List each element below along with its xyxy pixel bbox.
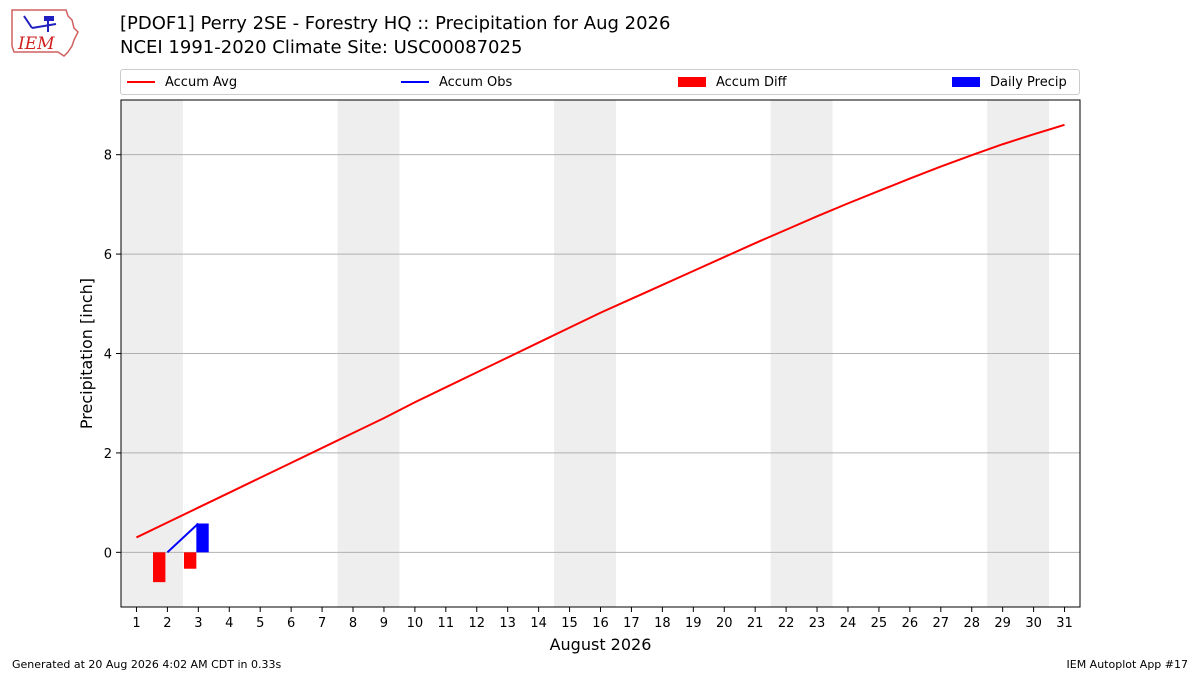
x-tick-label-5: 5 [256, 616, 264, 631]
title-line-2: NCEI 1991-2020 Climate Site: USC00087025 [120, 37, 523, 58]
footer-app: IEM Autoplot App #17 [1066, 658, 1189, 671]
accum-avg-line [136, 123, 1065, 539]
x-tick-label-31: 31 [1056, 616, 1073, 631]
bar-marks [153, 523, 209, 583]
accum-obs-line [166, 522, 200, 554]
y-tick-label-8: 8 [104, 149, 112, 164]
x-tick-label-10: 10 [407, 616, 424, 631]
title-line-1: [PDOF1] Perry 2SE - Forestry HQ :: Preci… [120, 13, 671, 34]
legend-label-daily-precip: Daily Precip [990, 74, 1067, 90]
y-tick-label-2: 2 [104, 447, 112, 462]
x-tick-label-28: 28 [963, 616, 980, 631]
line-marks [136, 123, 1065, 554]
x-tick-label-25: 25 [871, 616, 888, 631]
x-tick-label-21: 21 [747, 616, 764, 631]
y-tick-label-4: 4 [104, 348, 112, 363]
x-tick-label-9: 9 [380, 616, 388, 631]
y-axis-label: Precipitation [inch] [77, 278, 96, 429]
x-tick-label-3: 3 [194, 616, 202, 631]
legend-swatch-accum-diff [678, 77, 706, 87]
iem-logo: IEM [8, 6, 80, 58]
x-tick-label-20: 20 [716, 616, 733, 631]
accum-diff-bar-3 [183, 552, 197, 569]
x-tick-label-8: 8 [349, 616, 357, 631]
x-tick-label-12: 12 [468, 616, 485, 631]
legend-item-daily-precip: Daily Precip [952, 70, 1067, 94]
x-tick-label-26: 26 [902, 616, 919, 631]
x-tick-label-13: 13 [499, 616, 516, 631]
x-tick-label-22: 22 [778, 616, 795, 631]
y-axis-ticks: 0 2 4 6 8 [104, 149, 121, 561]
x-axis-ticks: 1 2 3 4 5 6 7 8 9 10 11 12 13 14 15 16 17 18 19 20 21 22 23 24 2… [132, 607, 1073, 631]
x-tick-label-7: 7 [318, 616, 326, 631]
x-axis-label: August 2026 [550, 635, 652, 654]
legend-label-accum-diff: Accum Diff [716, 74, 787, 90]
x-tick-label-18: 18 [654, 616, 671, 631]
x-tick-label-2: 2 [163, 616, 171, 631]
y-tick-label-0: 0 [104, 546, 112, 561]
legend-label-accum-avg: Accum Avg [165, 74, 238, 90]
grid-lines [121, 154, 1080, 553]
x-tick-label-15: 15 [561, 616, 578, 631]
legend-item-accum-diff: Accum Diff [678, 70, 787, 94]
legend-label-accum-obs: Accum Obs [439, 74, 513, 90]
x-tick-label-6: 6 [287, 616, 295, 631]
legend-swatch-accum-avg [127, 81, 155, 83]
daily-precip-bar-3 [196, 523, 209, 553]
x-tick-label-29: 29 [994, 616, 1011, 631]
x-tick-label-30: 30 [1025, 616, 1042, 631]
x-tick-label-4: 4 [225, 616, 233, 631]
logo-text: IEM [18, 34, 55, 54]
legend-swatch-accum-obs [401, 81, 429, 83]
accum-diff-bar-2 [153, 552, 166, 583]
x-tick-label-14: 14 [530, 616, 547, 631]
legend: Accum Avg Accum Obs Accum Diff Daily Pre… [120, 69, 1080, 95]
x-tick-label-23: 23 [809, 616, 826, 631]
legend-swatch-daily-precip [952, 77, 980, 87]
footer-generated: Generated at 20 Aug 2026 4:02 AM CDT in … [12, 658, 282, 671]
x-tick-label-16: 16 [592, 616, 609, 631]
x-tick-label-1: 1 [132, 616, 140, 631]
iowa-state-outline-icon [11, 9, 79, 57]
x-tick-label-27: 27 [933, 616, 950, 631]
x-tick-label-19: 19 [685, 616, 702, 631]
y-tick-label-6: 6 [104, 248, 112, 263]
x-tick-label-11: 11 [438, 616, 455, 631]
legend-item-accum-avg: Accum Avg [127, 70, 237, 94]
x-tick-label-17: 17 [623, 616, 640, 631]
x-tick-label-24: 24 [840, 616, 857, 631]
chart-title: [PDOF1] Perry 2SE - Forestry HQ :: Preci… [120, 12, 670, 60]
legend-item-accum-obs: Accum Obs [401, 70, 512, 94]
